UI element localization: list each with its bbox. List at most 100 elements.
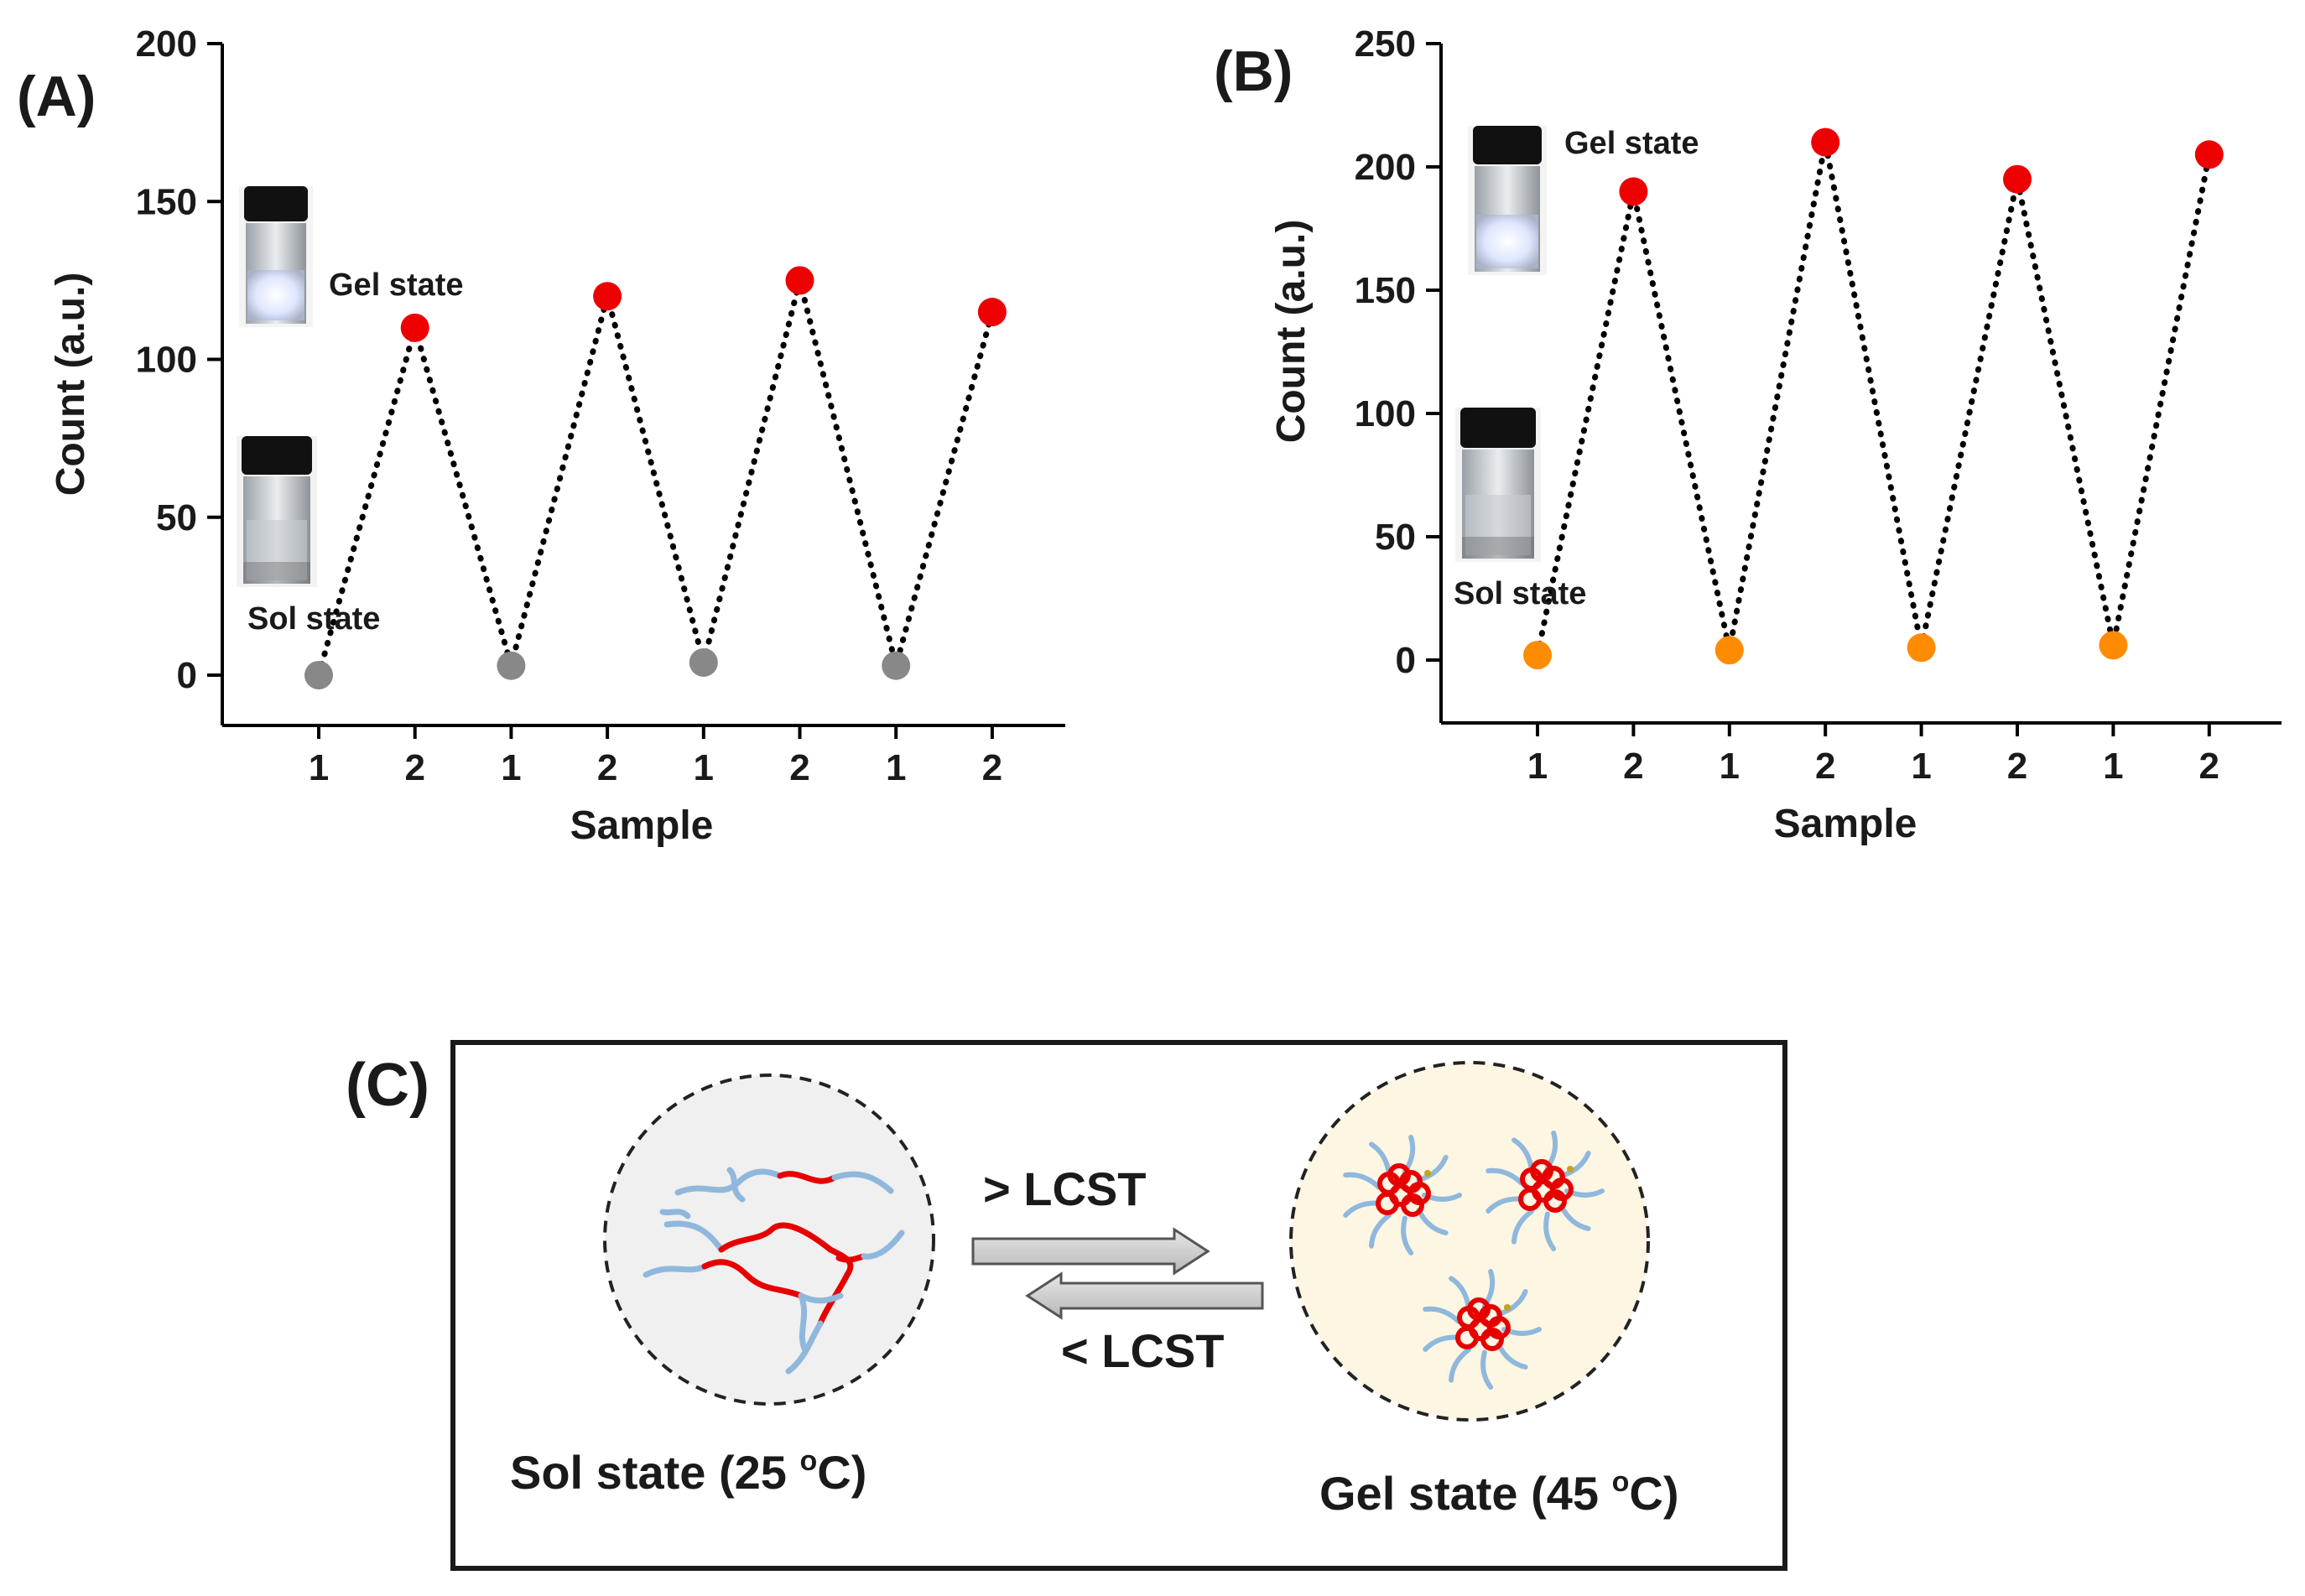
x-tick-label: 1 — [1527, 746, 1548, 787]
data-point — [2003, 164, 2032, 194]
data-point — [1907, 633, 1936, 663]
hydrophobic-core-loop — [1407, 1182, 1431, 1205]
gel-unit-suffix: C) — [1629, 1467, 1678, 1520]
hydrophobic-core-loop — [1530, 1159, 1553, 1183]
gel-state-diagram — [1289, 1061, 1650, 1422]
reverse-arrow — [1025, 1271, 1264, 1320]
data-points-b — [1523, 127, 2224, 670]
hydrophilic-chain — [1449, 1347, 1471, 1383]
x-tick-label: 2 — [2199, 746, 2219, 787]
panel-label-b: (B) — [1214, 39, 1293, 103]
data-point — [689, 647, 718, 677]
hydrophilic-chain — [1369, 1213, 1392, 1249]
x-tick-label: 1 — [886, 747, 906, 788]
y-tick-label: 200 — [1355, 147, 1416, 188]
x-tick-label: 2 — [1623, 746, 1643, 787]
reverse-transition-label: < LCST — [1061, 1324, 1224, 1377]
y-tick-label: 50 — [156, 497, 197, 538]
hydrophilic-chain — [1343, 1200, 1381, 1218]
hydrophilic-chain — [1401, 1215, 1414, 1255]
gel-vial-image-a — [239, 186, 313, 327]
micelle — [1343, 1135, 1462, 1255]
gel-state-caption: Gel state (45 oC) — [1319, 1466, 1678, 1520]
y-tick-label: 250 — [1355, 23, 1416, 65]
schematic-frame — [450, 1040, 1787, 1571]
hydrophilic-chain — [1543, 1211, 1557, 1251]
hydrophilic-chain — [1512, 1209, 1534, 1245]
x-tick-label: 2 — [597, 747, 617, 788]
data-point — [1619, 177, 1648, 206]
x-tick-label: 1 — [2103, 746, 2123, 787]
gel-caption-text: Gel state (45 — [1319, 1467, 1612, 1520]
data-point — [497, 651, 526, 680]
y-tick-label: 0 — [1396, 640, 1416, 681]
data-points-a — [304, 266, 1007, 689]
y-ticks-b: 0 50 100 150 200 250 — [1355, 23, 1441, 681]
dotted-series-line-b — [1534, 141, 2213, 658]
polymer-chains — [643, 1167, 905, 1375]
sol-state-label-b: Sol state — [1454, 576, 1586, 611]
gel-state-label-a: Gel state — [329, 268, 464, 303]
gel-vial-image-b — [1468, 126, 1547, 275]
forward-arrow — [971, 1227, 1210, 1276]
linker-dot — [1504, 1304, 1511, 1311]
hydrophilic-chain — [1486, 1196, 1524, 1214]
sol-caption-text: Sol state (25 — [510, 1446, 799, 1499]
x-tick-label: 1 — [1720, 746, 1740, 787]
micelle — [1486, 1131, 1605, 1251]
data-point — [400, 313, 429, 342]
hydrophilic-chain — [1423, 1334, 1461, 1352]
hydrophobic-core-loop — [1487, 1316, 1511, 1339]
data-point — [304, 661, 333, 689]
y-axis-label-b: Count (a.u.) — [1269, 220, 1314, 444]
x-ticks-b: 1 2 1 2 1 2 1 2 — [1527, 723, 2219, 787]
hydrophilic-chain — [1486, 1167, 1524, 1186]
hydrophobic-core-loop — [1387, 1163, 1411, 1187]
data-point — [593, 282, 622, 311]
data-point — [785, 266, 814, 295]
y-tick-label: 150 — [136, 181, 197, 222]
x-tick-label: 2 — [1815, 746, 1835, 787]
panel-label-c: (C) — [346, 1052, 429, 1119]
data-point — [1714, 636, 1744, 665]
x-tick-label: 2 — [2007, 746, 2027, 787]
x-axis-label-a: Sample — [570, 803, 714, 848]
hydrophilic-chain — [1423, 1306, 1461, 1324]
chart-panel-b: (B) 0 50 100 150 200 250 1 2 1 2 1 2 1 2 Sample Coun… — [1214, 23, 2282, 846]
sol-vial-image-b — [1455, 408, 1541, 562]
hydrophobic-core-loop — [1550, 1178, 1574, 1201]
x-tick-label: 1 — [309, 747, 329, 788]
chart-panel-a: (A) 0 50 100 150 200 1 2 1 2 1 2 1 2 Sample Count (… — [17, 23, 1065, 848]
series-line — [1534, 141, 2213, 658]
hydrophilic-chain — [1480, 1349, 1494, 1390]
y-tick-label: 150 — [1355, 270, 1416, 311]
sol-state-circle — [603, 1074, 935, 1406]
hydrophilic-chain — [1343, 1172, 1381, 1190]
schematic-panel-c: (C) — [346, 1040, 1787, 1571]
gel-degree-sup: o — [1612, 1466, 1630, 1498]
y-ticks-a: 0 50 100 150 200 — [136, 23, 222, 696]
x-tick-label: 1 — [501, 747, 521, 788]
x-ticks-a: 1 2 1 2 1 2 1 2 — [309, 725, 1002, 788]
y-tick-label: 100 — [136, 340, 197, 381]
hydrophobic-core-loop — [1467, 1297, 1491, 1321]
x-tick-label: 2 — [404, 747, 424, 788]
linker-dot — [1567, 1166, 1574, 1172]
sol-unit-suffix: C) — [817, 1446, 866, 1499]
x-tick-label: 1 — [1911, 746, 1931, 787]
sol-degree-sup: o — [799, 1445, 817, 1477]
sol-state-label-a: Sol state — [247, 601, 380, 637]
data-point — [1523, 641, 1552, 670]
y-tick-label: 50 — [1375, 517, 1416, 558]
x-tick-label: 1 — [694, 747, 714, 788]
x-tick-label: 2 — [789, 747, 809, 788]
micelle — [1423, 1269, 1542, 1390]
y-tick-label: 100 — [1355, 393, 1416, 434]
sol-state-caption: Sol state (25 oC) — [510, 1445, 866, 1499]
forward-transition-label: > LCST — [983, 1162, 1146, 1215]
data-point — [1811, 127, 1840, 157]
y-axis-label-a: Count (a.u.) — [49, 273, 93, 496]
y-tick-label: 0 — [177, 655, 197, 696]
gel-state-circle — [1289, 1061, 1650, 1422]
